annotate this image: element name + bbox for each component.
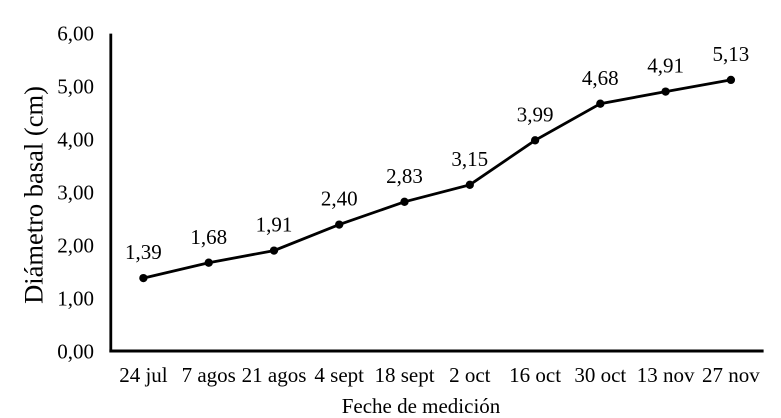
svg-text:24 jul: 24 jul [119, 363, 168, 387]
svg-text:4,00: 4,00 [57, 127, 94, 151]
svg-text:2,83: 2,83 [386, 164, 423, 188]
svg-text:3,15: 3,15 [451, 147, 488, 171]
svg-text:7 agos: 7 agos [182, 363, 236, 387]
svg-text:1,39: 1,39 [125, 240, 162, 264]
svg-text:2 oct: 2 oct [449, 363, 491, 387]
svg-text:21 agos: 21 agos [242, 363, 307, 387]
svg-text:1,68: 1,68 [190, 225, 227, 249]
svg-text:30 oct: 30 oct [574, 363, 626, 387]
svg-text:13 nov: 13 nov [637, 363, 695, 387]
svg-text:5,00: 5,00 [57, 74, 94, 98]
svg-text:0,00: 0,00 [57, 339, 94, 363]
svg-text:18 sept: 18 sept [374, 363, 434, 387]
svg-text:4,68: 4,68 [582, 66, 619, 90]
svg-text:Diámetro basal (cm): Diámetro basal (cm) [19, 86, 49, 304]
svg-text:6,00: 6,00 [57, 21, 94, 45]
svg-text:3,99: 3,99 [517, 102, 554, 126]
svg-text:5,13: 5,13 [713, 42, 750, 66]
svg-text:4 sept: 4 sept [314, 363, 364, 387]
svg-text:1,00: 1,00 [57, 286, 94, 310]
svg-text:Feche de medición: Feche de medición [342, 394, 501, 418]
svg-text:16 oct: 16 oct [509, 363, 561, 387]
svg-text:1,91: 1,91 [256, 213, 293, 237]
svg-text:2,40: 2,40 [321, 187, 358, 211]
svg-text:2,00: 2,00 [57, 233, 94, 257]
svg-text:3,00: 3,00 [57, 180, 94, 204]
svg-text:4,91: 4,91 [647, 54, 684, 78]
svg-text:27 nov: 27 nov [702, 363, 760, 387]
